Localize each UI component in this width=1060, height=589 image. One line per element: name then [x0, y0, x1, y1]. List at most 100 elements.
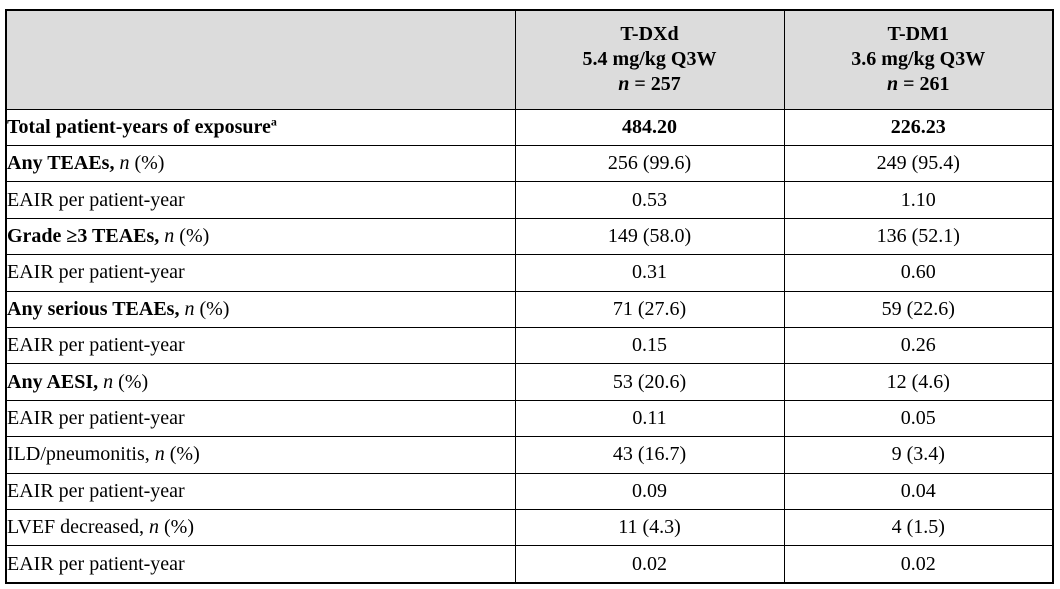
row-label-grade-ge3-teaes-eair: EAIR per patient-year: [5, 254, 516, 292]
table-body: Total patient-years of exposurea 484.20 22…: [5, 108, 1054, 584]
text-part: (%): [194, 297, 230, 320]
text-part: = 257: [629, 73, 681, 96]
text-part: Grade ≥3 TEAEs,: [7, 224, 165, 247]
row-label-any-serious-teaes-eair: EAIR per patient-year: [5, 326, 516, 365]
text-part: ILD/pneumonitis,: [7, 443, 155, 466]
value-cell-lvef-decreased-eair-t-dxd: 0.02: [514, 545, 785, 584]
table-row-grade-ge3-teaes-eair: EAIR per patient-year 0.31 0.60: [5, 254, 1054, 292]
text-part: Any serious TEAEs,: [7, 297, 185, 320]
column-header-t-dxd: T-DXd 5.4 mg/kg Q3W n = 257: [514, 9, 785, 110]
value-cell-any-serious-teaes-eair-t-dxd: 0.15: [514, 326, 785, 365]
text-part: EAIR per patient-year: [7, 479, 185, 502]
value-cell-ild-pneumonitis-t-dxd: 43 (16.7): [514, 436, 785, 474]
value-cell-any-serious-teaes-t-dm1: 59 (22.6): [783, 290, 1054, 328]
value-cell-any-serious-teaes-t-dxd: 71 (27.6): [514, 290, 785, 328]
column-header-line: n = 257: [516, 72, 784, 97]
value-cell-any-teaes-eair-t-dm1: 1.10: [783, 181, 1054, 219]
column-header-line: T-DM1: [785, 22, 1053, 47]
value-cell-any-aesi-t-dxd: 53 (20.6): [514, 363, 785, 401]
text-part: n: [119, 152, 130, 175]
value-cell-grade-ge3-teaes-eair-t-dm1: 0.60: [783, 254, 1054, 292]
value-cell-grade-ge3-teaes-t-dxd: 149 (58.0): [514, 217, 785, 256]
table-row-any-teaes-eair: EAIR per patient-year 0.53 1.10: [5, 181, 1054, 219]
row-label-any-teaes-eair: EAIR per patient-year: [5, 181, 516, 219]
value-cell-lvef-decreased-eair-t-dm1: 0.02: [783, 545, 1054, 584]
value-cell-ild-pneumonitis-t-dm1: 9 (3.4): [783, 436, 1054, 474]
table-row-total-patient-years: Total patient-years of exposurea 484.20 22…: [5, 108, 1054, 146]
column-header-line: 5.4 mg/kg Q3W: [516, 47, 784, 72]
column-header-line: n = 261: [785, 72, 1053, 97]
text-part: n: [154, 443, 165, 466]
value-cell-grade-ge3-teaes-t-dm1: 136 (52.1): [783, 217, 1054, 256]
row-label-any-aesi: Any AESI, n (%): [5, 363, 516, 401]
value-cell-lvef-decreased-t-dm1: 4 (1.5): [783, 508, 1054, 547]
table-row-ild-pneumonitis: ILD/pneumonitis, n (%) 43 (16.7) 9 (3.4): [5, 436, 1054, 474]
table-row-any-aesi: Any AESI, n (%) 53 (20.6) 12 (4.6): [5, 363, 1054, 401]
text-part: Total patient-years of exposure: [7, 115, 271, 138]
text-part: a: [270, 114, 277, 129]
table-row-lvef-decreased-eair: EAIR per patient-year 0.02 0.02: [5, 545, 1054, 584]
value-cell-any-teaes-t-dm1: 249 (95.4): [783, 144, 1054, 183]
text-part: EAIR per patient-year: [7, 552, 185, 575]
row-label-grade-ge3-teaes: Grade ≥3 TEAEs, n (%): [5, 217, 516, 256]
row-label-lvef-decreased-eair: EAIR per patient-year: [5, 545, 516, 584]
row-label-any-aesi-eair: EAIR per patient-year: [5, 399, 516, 438]
column-header-t-dm1: T-DM1 3.6 mg/kg Q3W n = 261: [783, 9, 1054, 110]
text-part: (%): [113, 370, 149, 393]
text-part: n: [184, 297, 195, 320]
table-row-ild-pneumonitis-eair: EAIR per patient-year 0.09 0.04: [5, 472, 1054, 510]
column-header-line: 3.6 mg/kg Q3W: [785, 47, 1053, 72]
text-part: 3.6 mg/kg Q3W: [851, 48, 986, 71]
table-row-any-teaes: Any TEAEs, n (%) 256 (99.6) 249 (95.4): [5, 144, 1054, 183]
text-part: = 261: [898, 73, 950, 96]
text-part: EAIR per patient-year: [7, 261, 185, 284]
value-cell-any-teaes-t-dxd: 256 (99.6): [514, 144, 785, 183]
text-part: (%): [164, 443, 200, 466]
value-cell-ild-pneumonitis-eair-t-dm1: 0.04: [783, 472, 1054, 510]
table-row-any-serious-teaes: Any serious TEAEs, n (%) 71 (27.6) 59 (22.…: [5, 290, 1054, 328]
table-row-lvef-decreased: LVEF decreased, n (%) 11 (4.3) 4 (1.5): [5, 508, 1054, 547]
text-part: n: [618, 73, 630, 96]
row-label-any-serious-teaes: Any serious TEAEs, n (%): [5, 290, 516, 328]
value-cell-lvef-decreased-t-dxd: 11 (4.3): [514, 508, 785, 547]
column-header-row-label: [5, 9, 516, 110]
text-part: LVEF decreased,: [7, 516, 149, 539]
table-row-any-serious-teaes-eair: EAIR per patient-year 0.15 0.26: [5, 326, 1054, 365]
text-part: n: [164, 224, 175, 247]
text-part: T-DXd: [620, 23, 679, 46]
table-row-any-aesi-eair: EAIR per patient-year 0.11 0.05: [5, 399, 1054, 438]
value-cell-any-teaes-eair-t-dxd: 0.53: [514, 181, 785, 219]
header-row: T-DXd 5.4 mg/kg Q3W n = 257 T-DM1 3.6 mg/kg …: [5, 9, 1054, 110]
column-header-line: T-DXd: [516, 22, 784, 47]
row-label-ild-pneumonitis-eair: EAIR per patient-year: [5, 472, 516, 510]
text-part: n: [886, 73, 899, 96]
value-cell-total-patient-years-t-dm1: 226.23: [783, 108, 1054, 146]
text-part: (%): [159, 516, 194, 539]
teae-safety-summary-table: T-DXd 5.4 mg/kg Q3W n = 257 T-DM1 3.6 mg/kg …: [5, 9, 1054, 584]
text-part: EAIR per patient-year: [7, 406, 185, 429]
value-cell-any-serious-teaes-eair-t-dm1: 0.26: [783, 326, 1054, 365]
table-header: T-DXd 5.4 mg/kg Q3W n = 257 T-DM1 3.6 mg/kg …: [5, 9, 1054, 110]
table-row-grade-ge3-teaes: Grade ≥3 TEAEs, n (%) 149 (58.0) 136 (52.1…: [5, 217, 1054, 256]
row-label-any-teaes: Any TEAEs, n (%): [5, 144, 516, 183]
text-part: T-DM1: [887, 23, 949, 46]
row-label-ild-pneumonitis: ILD/pneumonitis, n (%): [5, 436, 516, 474]
value-cell-any-aesi-eair-t-dm1: 0.05: [783, 399, 1054, 438]
text-part: n: [149, 516, 159, 539]
text-part: Any AESI,: [7, 370, 104, 393]
value-cell-any-aesi-t-dm1: 12 (4.6): [783, 363, 1054, 401]
text-part: Any TEAEs,: [7, 152, 120, 175]
row-label-total-patient-years: Total patient-years of exposurea: [5, 108, 516, 146]
text-part: (%): [174, 224, 210, 247]
value-cell-any-aesi-eair-t-dxd: 0.11: [514, 399, 785, 438]
text-part: n: [103, 370, 114, 393]
value-cell-ild-pneumonitis-eair-t-dxd: 0.09: [514, 472, 785, 510]
row-label-lvef-decreased: LVEF decreased, n (%): [5, 508, 516, 547]
value-cell-total-patient-years-t-dxd: 484.20: [514, 108, 785, 146]
text-part: 5.4 mg/kg Q3W: [582, 48, 717, 71]
text-part: EAIR per patient-year: [7, 188, 185, 211]
text-part: EAIR per patient-year: [7, 334, 185, 357]
value-cell-grade-ge3-teaes-eair-t-dxd: 0.31: [514, 254, 785, 292]
text-part: (%): [129, 152, 165, 175]
